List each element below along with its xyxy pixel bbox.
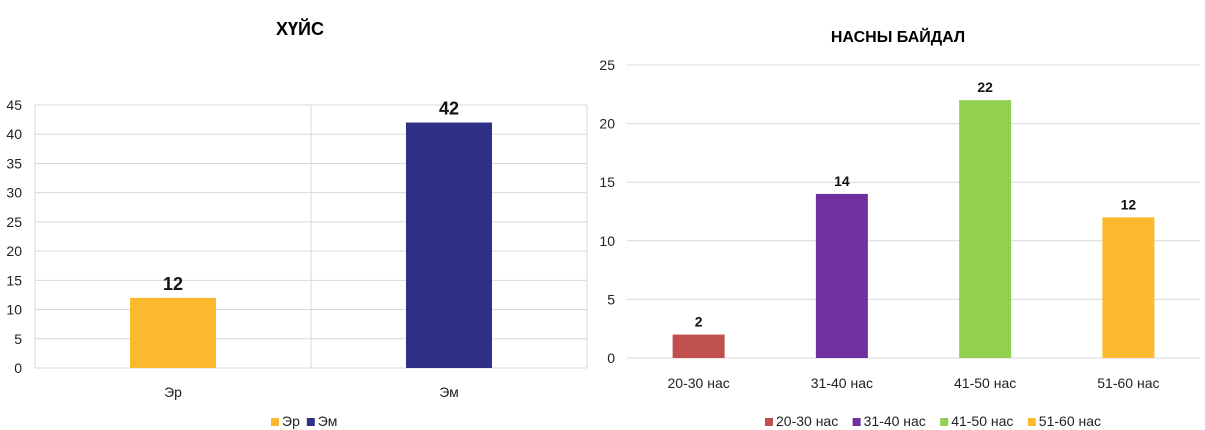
legend-entry: 41-50 нас: [951, 413, 1013, 429]
age-chart: НАСНЫ БАЙДАЛ 0 5 10 15 20 25 2 20-30 нас 14 31-40…: [595, 0, 1205, 430]
legend-entry: Эр: [282, 413, 300, 429]
legend-swatch: [852, 418, 861, 426]
legend-swatch: [271, 418, 279, 426]
legend-entry: 31-40 нас: [864, 413, 926, 429]
category-label: 51-60 нас: [1097, 375, 1159, 391]
category-label: 41-50 нас: [954, 375, 1016, 391]
data-label: 2: [695, 314, 703, 330]
y-tick-label: 40: [6, 126, 22, 142]
y-tick-label: 0: [14, 360, 22, 376]
legend-entry: 20-30 нас: [776, 413, 838, 429]
y-tick-label: 10: [6, 302, 22, 318]
y-tick-label: 15: [599, 174, 615, 190]
y-tick-label: 45: [6, 97, 22, 113]
chart-title: ХҮЙС: [276, 18, 324, 39]
legend-swatch: [765, 418, 773, 426]
chart-title: НАСНЫ БАЙДАЛ: [831, 27, 965, 46]
data-label: 14: [834, 173, 850, 189]
category-label: Эм: [439, 384, 459, 400]
y-tick-label: 35: [6, 155, 22, 171]
y-tick-label: 20: [6, 243, 22, 259]
data-label: 42: [439, 99, 459, 119]
data-label: 22: [977, 79, 993, 95]
category-label: 31-40 нас: [811, 375, 873, 391]
y-tick-label: 20: [599, 116, 615, 132]
legend-swatch: [940, 418, 949, 426]
bar: [130, 297, 216, 368]
bar: [959, 100, 1012, 358]
legend-swatch: [306, 418, 315, 426]
category-label: Эр: [164, 384, 182, 400]
bar: [815, 193, 868, 358]
bar: [672, 334, 725, 358]
y-tick-label: 25: [6, 214, 22, 230]
legend-entry: 51-60 нас: [1039, 413, 1101, 429]
y-tick-label: 30: [6, 185, 22, 201]
legend-swatch: [1027, 418, 1036, 426]
y-tick-label: 5: [14, 331, 22, 347]
legend-entry: Эм: [318, 413, 338, 429]
gender-chart: ХҮЙС 0 5 10 15 20 25 30 35 40 45 12 Эр 42 Эм Эр Эм: [0, 0, 590, 430]
y-tick-label: 15: [6, 272, 22, 288]
y-tick-label: 10: [599, 233, 615, 249]
bar: [406, 122, 492, 369]
y-tick-label: 0: [607, 350, 615, 366]
age-chart-svg: НАСНЫ БАЙДАЛ 0 5 10 15 20 25 2 20-30 нас 14 31-40…: [599, 27, 1200, 429]
gender-chart-svg: ХҮЙС 0 5 10 15 20 25 30 35 40 45 12 Эр 42 Эм Эр Эм: [6, 18, 588, 429]
y-tick-label: 5: [607, 291, 615, 307]
data-label: 12: [1121, 196, 1137, 212]
category-label: 20-30 нас: [668, 375, 730, 391]
y-tick-label: 25: [599, 57, 615, 73]
data-label: 12: [163, 274, 183, 294]
bar: [1102, 217, 1155, 358]
